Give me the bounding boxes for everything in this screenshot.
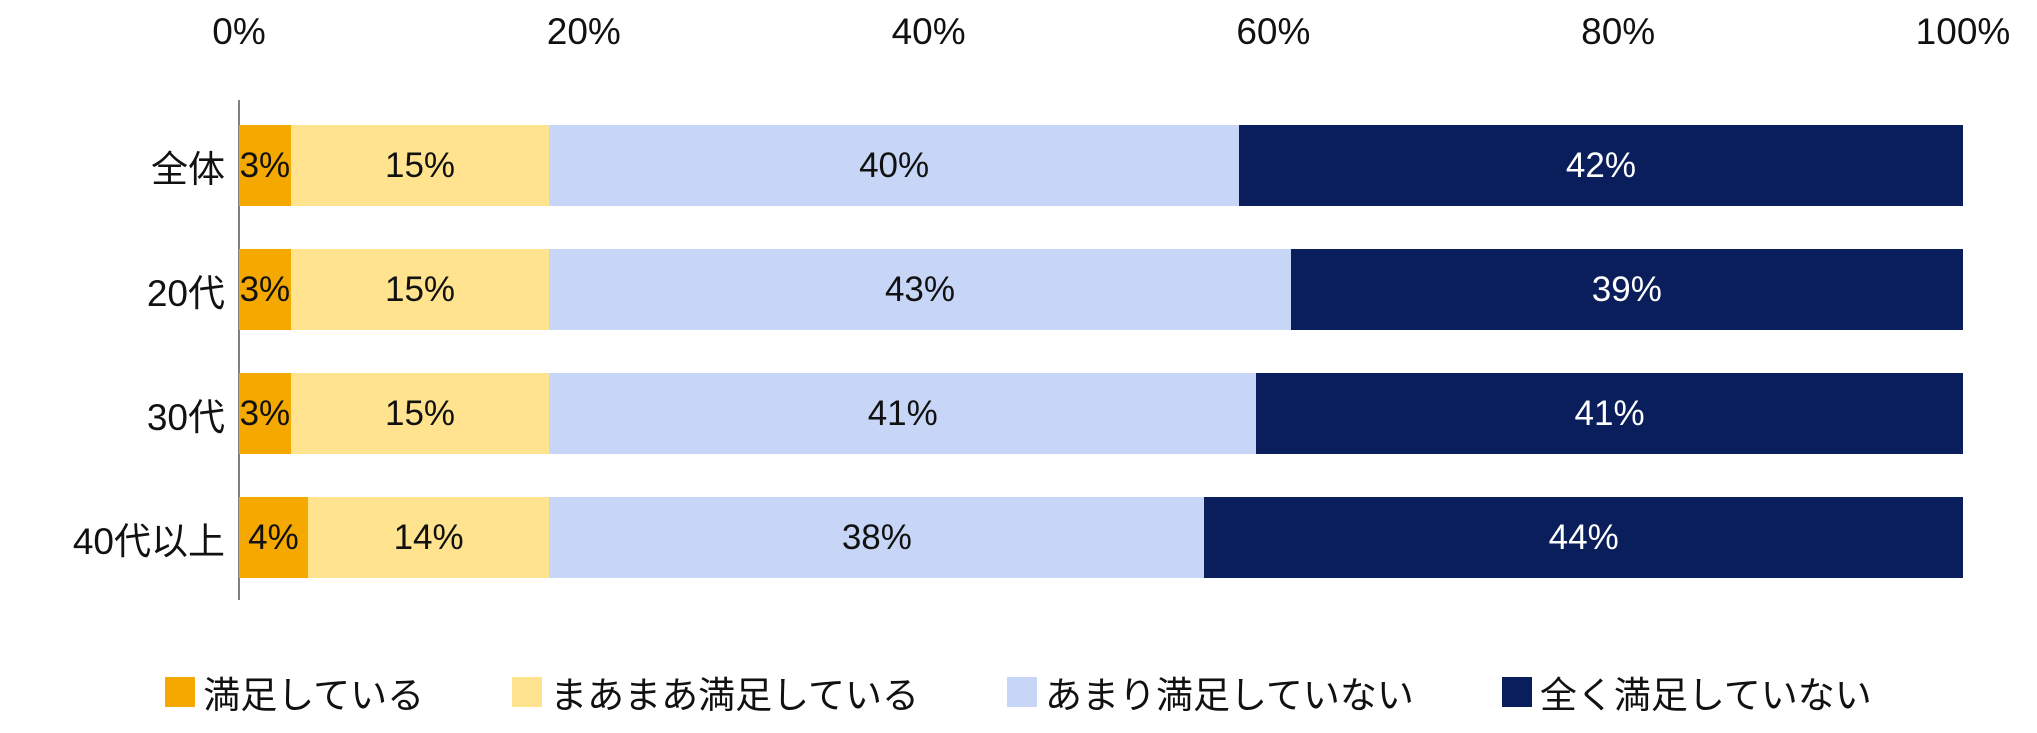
- bar-segment: 40%: [549, 125, 1239, 206]
- legend-swatch: [165, 677, 196, 707]
- segment-value-label: 3%: [239, 393, 291, 433]
- bar-segment: 39%: [1290, 249, 1963, 330]
- x-axis: 0% 20% 40% 60% 80% 100%: [212, 8, 2010, 56]
- bar-segment: 42%: [1238, 125, 1963, 206]
- bar-segment: 14%: [307, 497, 550, 578]
- segment-value-label: 42%: [1565, 145, 1636, 185]
- segment-value-label: 15%: [384, 145, 456, 185]
- category-label: 全体: [151, 148, 225, 190]
- segment-value-label: 14%: [393, 517, 464, 557]
- stacked-bar: 3% 15% 41% 41%: [239, 373, 1963, 454]
- bar-segment: 41%: [1256, 373, 1963, 454]
- bar-segment: 43%: [549, 249, 1291, 330]
- bar-segment: 3%: [239, 249, 291, 330]
- legend-item: 満足している: [165, 665, 424, 719]
- bar-segment: 3%: [239, 373, 291, 454]
- x-axis-tick-label: 60%: [1236, 11, 1311, 52]
- segment-value-label: 44%: [1548, 517, 1619, 557]
- bar-segment: 4%: [239, 497, 308, 578]
- bar-segment: 44%: [1204, 497, 1963, 578]
- legend-label: 満足している: [203, 675, 425, 716]
- segment-value-label: 3%: [239, 145, 291, 185]
- x-axis-tick-label: 80%: [1581, 11, 1656, 52]
- segment-value-label: 3%: [239, 269, 291, 309]
- legend-label: まあまあ満足している: [550, 675, 919, 716]
- segment-value-label: 40%: [859, 145, 930, 185]
- x-axis-tick-label: 40%: [891, 11, 966, 52]
- bar-segment: 38%: [549, 497, 1205, 578]
- x-axis-tick-label: 100%: [1915, 11, 2011, 52]
- bar-row: 20代 3% 15% 43% 39%: [0, 249, 1963, 330]
- segment-value-label: 4%: [248, 517, 299, 557]
- bar-row: 40代以上 4% 14% 38% 44%: [0, 497, 1963, 578]
- segment-value-label: 41%: [1574, 393, 1645, 433]
- stacked-bar: 3% 15% 40% 42%: [239, 125, 1963, 206]
- segment-value-label: 43%: [884, 269, 955, 309]
- bar-segment: 15%: [290, 373, 550, 454]
- bar-row: 全体 3% 15% 40% 42%: [0, 125, 1963, 206]
- category-label: 40代以上: [72, 520, 225, 562]
- legend-item: 全く満足していない: [1501, 665, 1872, 719]
- stacked-bar: 3% 15% 43% 39%: [239, 249, 1963, 330]
- segment-value-label: 41%: [867, 393, 938, 433]
- x-axis-tick-label: 20%: [546, 11, 621, 52]
- bar-row: 30代 3% 15% 41% 41%: [0, 373, 1963, 454]
- segment-value-label: 15%: [384, 269, 456, 309]
- legend-label: 全く満足していない: [1539, 675, 1872, 716]
- legend-swatch: [1007, 677, 1037, 707]
- segment-value-label: 39%: [1591, 269, 1662, 309]
- legend: 満足している まあまあ満足している あまり満足していない 全く満足していない: [0, 665, 2037, 719]
- bar-segment: 3%: [239, 125, 291, 206]
- y-axis-line: [238, 100, 240, 600]
- bar-segment: 41%: [549, 373, 1257, 454]
- legend-item: あまり満足していない: [1007, 665, 1414, 719]
- legend-label: あまり満足していない: [1045, 675, 1414, 716]
- x-axis-tick-label: 0%: [212, 11, 266, 52]
- bar-rows: 全体 3% 15% 40% 42% 20代 3% 15% 43% 39% 30代 3% 15% 41% 41…: [0, 125, 1963, 621]
- bar-segment: 15%: [290, 249, 550, 330]
- legend-item: まあまあ満足している: [512, 665, 919, 719]
- segment-value-label: 15%: [384, 393, 456, 433]
- category-label: 30代: [146, 396, 225, 438]
- segment-value-label: 38%: [841, 517, 912, 557]
- bar-segment: 15%: [290, 125, 550, 206]
- legend-swatch: [512, 677, 543, 707]
- stacked-bar: 4% 14% 38% 44%: [239, 497, 1963, 578]
- category-label: 20代: [146, 272, 225, 314]
- legend-swatch: [1501, 677, 1532, 707]
